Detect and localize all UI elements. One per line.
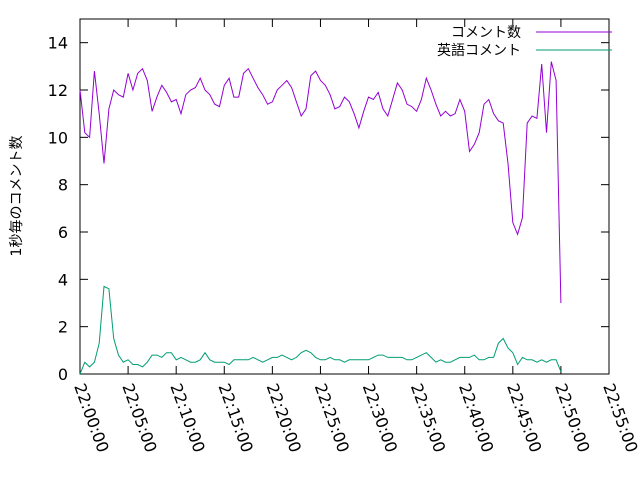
y-tick-label: 14	[48, 34, 68, 53]
legend-label: 英語コメント	[437, 42, 521, 59]
series-line-1	[79, 61, 562, 304]
y-axis-label: 1秒毎のコメント数	[9, 136, 25, 257]
y-tick-label: 0	[58, 365, 68, 384]
y-tick-label: 2	[58, 318, 68, 337]
x-tick-label: 22:30:00	[359, 381, 401, 455]
x-tick-label: 22:15:00	[215, 381, 257, 455]
plot-frame	[79, 18, 610, 375]
y-tick-label: 8	[58, 176, 68, 195]
y-tick-label: 6	[58, 223, 68, 242]
x-tick-label: 22:00:00	[70, 381, 112, 455]
y-tick-label: 4	[58, 270, 68, 289]
legend-label: コメント数	[451, 25, 521, 41]
x-tick-label: 22:40:00	[455, 381, 497, 455]
x-tick-label: 22:05:00	[118, 381, 160, 455]
y-tick-label: 12	[48, 81, 68, 100]
y-tick-label: 10	[48, 128, 68, 147]
series-lines	[79, 61, 562, 375]
x-tick-label: 22:45:00	[503, 381, 545, 455]
x-axis-ticks: 22:00:00 22:05:00 22:10:00 22:15:00 22:20:00…	[70, 19, 640, 455]
x-tick-label: 22:20:00	[263, 381, 305, 455]
x-tick-label: 22:35:00	[407, 381, 449, 455]
series-line-2	[79, 285, 562, 375]
y-axis-ticks: 0 2 4 6 8 10 12 14	[48, 34, 609, 384]
x-tick-label: 22:25:00	[311, 381, 353, 455]
x-tick-label: 22:50:00	[551, 381, 593, 455]
x-tick-label: 22:10:00	[166, 381, 208, 455]
x-tick-label: 22:55:00	[599, 381, 640, 455]
